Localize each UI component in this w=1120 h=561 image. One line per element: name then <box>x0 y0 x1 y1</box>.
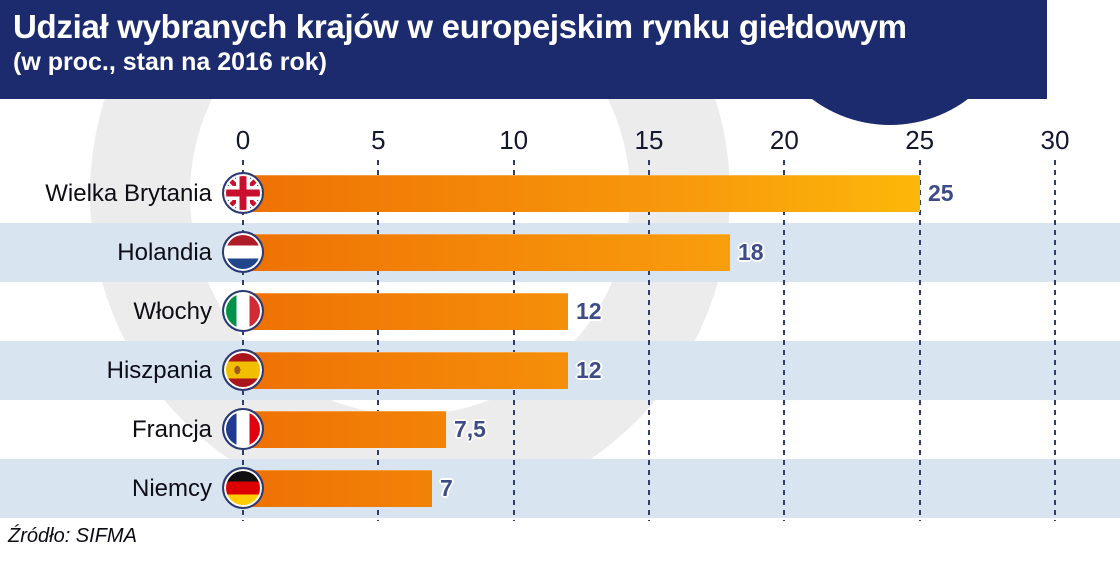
chart-row: Francja 7,5 <box>0 400 1120 459</box>
chart-row: Niemcy 7 <box>0 459 1120 518</box>
gridline <box>242 160 244 521</box>
axis-tick-label: 5 <box>371 125 386 155</box>
source-note: Źródło: SIFMA <box>8 525 137 547</box>
country-label: Wielka Brytania <box>45 180 212 207</box>
flag-fr-icon <box>222 408 264 450</box>
bar-value-label: 12 <box>576 357 602 383</box>
axis-tick-label: 10 <box>499 125 529 155</box>
chart-rows: Wielka Brytania 25 Holandia 18 Włochy 12… <box>0 164 1120 518</box>
country-label: Holandia <box>117 239 212 266</box>
chart-row: Holandia 18 <box>0 223 1120 282</box>
country-label: Włochy <box>133 298 212 325</box>
bar-value-label: 7 <box>440 475 453 501</box>
gridlines-layer <box>0 160 1120 521</box>
bar-value-label: 7,5 <box>454 416 486 442</box>
country-label: Hiszpania <box>106 357 212 384</box>
flag-nl-icon <box>222 231 264 273</box>
flag-gb-icon <box>222 172 264 214</box>
row-stripe <box>0 459 1120 518</box>
flag-es-icon <box>222 349 264 391</box>
axis-tick-label: 25 <box>905 125 935 155</box>
x-axis: 0 5 10 15 20 25 30 <box>0 100 1120 160</box>
gridline <box>783 160 786 521</box>
bar <box>243 175 920 212</box>
gridline <box>648 160 650 521</box>
page-title: Udział wybranych krajów w europejskim ry… <box>13 8 907 45</box>
bar-value-label: 12 <box>576 298 602 324</box>
bar-value-label: 25 <box>928 180 954 206</box>
gridline <box>1054 160 1056 521</box>
gridline <box>512 160 515 521</box>
chart-row: Włochy 12 <box>0 282 1120 341</box>
chart-row: Wielka Brytania 25 <box>0 164 1120 223</box>
bar <box>243 411 446 448</box>
country-label: Niemcy <box>131 475 212 502</box>
bar <box>243 352 568 389</box>
axis-tick-label: 20 <box>769 125 799 155</box>
bar-value-label: 18 <box>738 239 764 265</box>
axis-tick-label: 30 <box>1040 125 1070 155</box>
chart-header: Udział wybranych krajów w europejskim ry… <box>0 0 1047 99</box>
gridline <box>377 160 380 521</box>
axis-tick-label: 0 <box>235 125 251 155</box>
flag-de-icon <box>222 467 264 509</box>
page-subtitle: (w proc., stan na 2016 rok) <box>13 47 327 76</box>
row-stripes-layer <box>0 164 1120 518</box>
gridline <box>918 160 921 521</box>
axis-tick-label: 15 <box>634 125 664 155</box>
flag-it-icon <box>222 290 264 332</box>
bar <box>243 234 730 271</box>
bar <box>243 293 568 330</box>
country-label: Francja <box>131 416 212 443</box>
bar <box>243 470 432 507</box>
chart-row: Hiszpania 12 <box>0 341 1120 400</box>
